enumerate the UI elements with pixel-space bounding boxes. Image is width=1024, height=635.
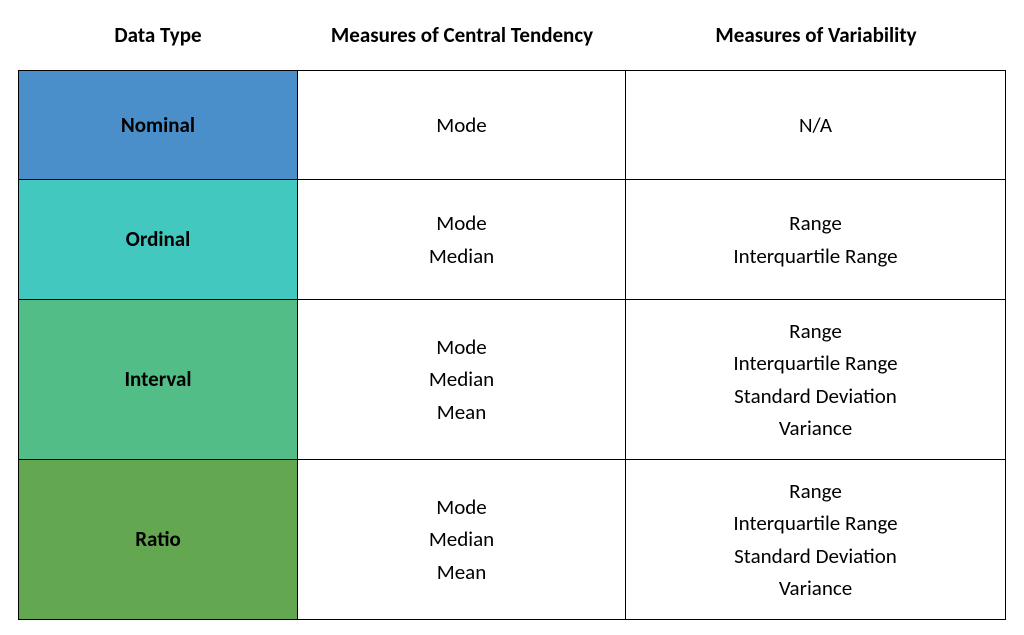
measure-item: Range: [789, 316, 842, 346]
measure-item: Mode: [436, 332, 487, 362]
table-row: Ratio Mode Median Mean Range Interquarti…: [18, 460, 1006, 620]
variability-cell: Range Interquartile Range: [626, 180, 1006, 300]
measure-item: Interquartile Range: [733, 508, 897, 538]
measure-item: Variance: [779, 573, 852, 603]
measure-item: Mean: [437, 397, 487, 427]
cell-content: Range Interquartile Range Standard Devia…: [733, 316, 897, 444]
column-header-central-tendency: Measures of Central Tendency: [298, 17, 626, 53]
cell-content: N/A: [799, 110, 832, 140]
variability-cell: N/A: [626, 70, 1006, 180]
measure-item: Interquartile Range: [733, 348, 897, 378]
cell-content: Mode: [436, 110, 487, 140]
data-type-label: Nominal: [18, 70, 298, 180]
data-type-label: Interval: [18, 300, 298, 460]
table-header-row: Data Type Measures of Central Tendency M…: [18, 0, 1006, 70]
table-row: Nominal Mode N/A: [18, 70, 1006, 180]
measure-item: Median: [429, 241, 494, 271]
measure-item: Standard Deviation: [734, 541, 897, 571]
cell-content: Mode Median: [429, 208, 494, 271]
column-header-variability: Measures of Variability: [626, 17, 1006, 53]
measure-item: Range: [789, 476, 842, 506]
data-type-label: Ratio: [18, 460, 298, 620]
variability-cell: Range Interquartile Range Standard Devia…: [626, 460, 1006, 620]
measure-item: Standard Deviation: [734, 381, 897, 411]
measure-item: Mean: [437, 557, 487, 587]
central-tendency-cell: Mode: [298, 70, 626, 180]
cell-content: Mode Median Mean: [429, 492, 494, 587]
variability-cell: Range Interquartile Range Standard Devia…: [626, 300, 1006, 460]
table-row: Ordinal Mode Median Range Interquartile …: [18, 180, 1006, 300]
table-row: Interval Mode Median Mean Range Interqua…: [18, 300, 1006, 460]
measure-item: Mode: [436, 208, 487, 238]
central-tendency-cell: Mode Median: [298, 180, 626, 300]
measure-item: Mode: [436, 492, 487, 522]
measure-item: Median: [429, 524, 494, 554]
table-container: Data Type Measures of Central Tendency M…: [0, 0, 1024, 635]
cell-content: Mode Median Mean: [429, 332, 494, 427]
cell-content: Range Interquartile Range Standard Devia…: [733, 476, 897, 604]
cell-content: Range Interquartile Range: [733, 208, 897, 271]
measure-item: Mode: [436, 110, 487, 140]
column-header-data-type: Data Type: [18, 17, 298, 53]
data-type-label: Ordinal: [18, 180, 298, 300]
measure-item: Variance: [779, 413, 852, 443]
measure-item: Interquartile Range: [733, 241, 897, 271]
central-tendency-cell: Mode Median Mean: [298, 460, 626, 620]
measure-item: N/A: [799, 110, 832, 140]
central-tendency-cell: Mode Median Mean: [298, 300, 626, 460]
measure-item: Range: [789, 208, 842, 238]
measure-item: Median: [429, 364, 494, 394]
